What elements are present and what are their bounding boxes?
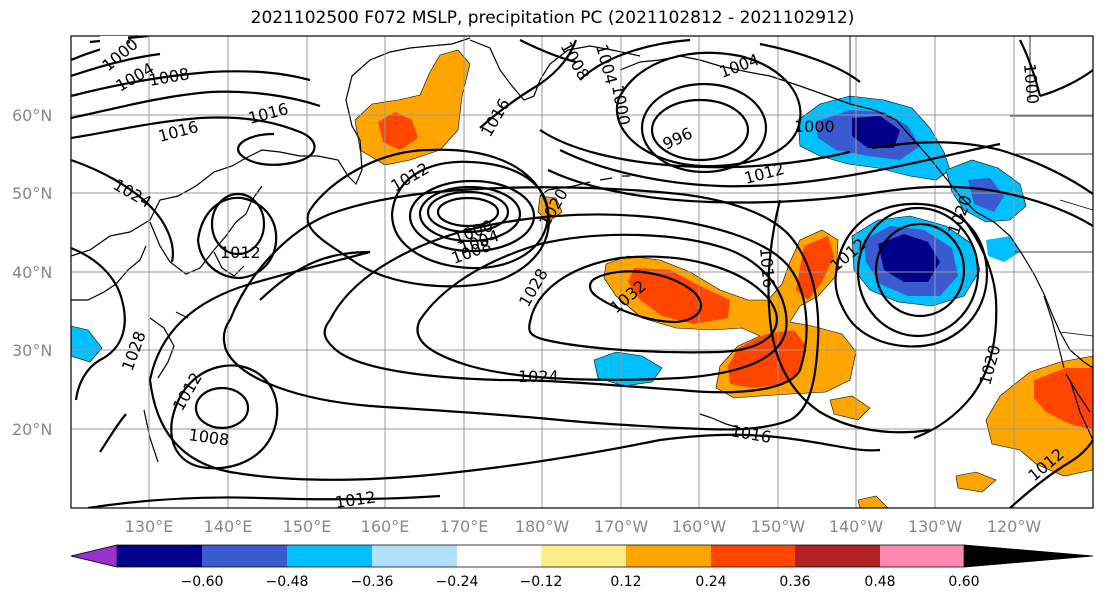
isobar-label: 1000 (1020, 63, 1042, 105)
colorbar-segment (541, 545, 626, 567)
colorbar-segment (880, 545, 964, 567)
colorbar-segment (287, 545, 372, 567)
isobar-low-996 (650, 98, 750, 162)
lon-label: 140°E (204, 517, 253, 536)
isobar-1016-north (547, 169, 1093, 227)
isobar-label: 1012 (220, 243, 261, 262)
lon-label: 170°E (440, 517, 489, 536)
isobar-1020 (222, 186, 820, 431)
colorbar-tick: −0.36 (351, 574, 394, 590)
colorbar-segment (711, 545, 795, 567)
isobar-low-1008-ne (874, 222, 966, 318)
coast-alaska (619, 55, 1093, 369)
isobar-label: 1024 (518, 367, 559, 386)
isobar-1012-north (559, 142, 1001, 188)
lon-label: 160°W (672, 517, 727, 536)
isobar-low-1008-west (194, 386, 250, 430)
colorbar-segment (626, 545, 711, 567)
isobar-1016-ne (767, 199, 931, 434)
colorbar-ticks: −0.60 −0.48 −0.36 −0.24 −0.12 0.12 0.24 … (181, 574, 980, 590)
lat-label: 30°N (12, 341, 52, 360)
coastlines (71, 37, 1093, 463)
coast-kamchatka (469, 39, 641, 101)
coast-mexico (1069, 379, 1093, 441)
colorbar-tick: −0.60 (181, 574, 224, 590)
colorbar-tick: 0.60 (948, 574, 979, 590)
lon-label: 120°W (987, 517, 1042, 536)
colorbar-tick: −0.12 (520, 574, 563, 590)
colorbar-segment (372, 545, 457, 567)
colorbar-segment (795, 545, 880, 567)
isobar-low-1000 (436, 196, 500, 228)
lon-label: 160°E (361, 517, 410, 536)
lat-label: 20°N (12, 420, 52, 439)
colorbar (70, 544, 1094, 568)
isobar-1016-south (148, 250, 881, 481)
isobar-low-1012-japan (210, 192, 266, 256)
lon-label: 150°E (283, 517, 332, 536)
lat-label: 50°N (12, 184, 52, 203)
isobar-label: 1016 (756, 247, 778, 289)
longitude-labels: 130°E 140°E 150°E 160°E 170°E 180°W 170°… (125, 517, 1042, 536)
colorbar-tick: −0.48 (266, 574, 309, 590)
lon-label: 170°W (594, 517, 649, 536)
colorbar-tick: 0.12 (610, 574, 641, 590)
colorbar-segment-extend-min (70, 544, 118, 568)
map-title: 2021102500 F072 MSLP, precipitation PC (… (250, 8, 855, 28)
isobar-1012-se (1009, 439, 1093, 508)
latitude-labels: 60°N 50°N 40°N 30°N 20°N (12, 106, 52, 439)
isobar-label: 1000 (794, 117, 835, 136)
colorbar-segment (457, 545, 541, 567)
colorbar-tick: 0.48 (864, 574, 895, 590)
lon-label: 180°W (515, 517, 570, 536)
graticule (71, 36, 1093, 508)
lon-label: 130°E (125, 517, 174, 536)
borders (849, 36, 1093, 337)
colorbar-tick: 0.36 (779, 574, 810, 590)
lon-label: 150°W (751, 517, 806, 536)
isobar-1024-west (71, 158, 174, 263)
isobar-1024 (323, 213, 808, 394)
lat-label: 60°N (12, 106, 52, 125)
isobar-1020-west (71, 246, 126, 401)
lon-label: 130°W (908, 517, 963, 536)
colorbar-segment (117, 545, 202, 567)
colorbar-segment-extend-max (963, 544, 1094, 568)
coast-hawaii (699, 413, 741, 429)
isobar-1012-south (87, 413, 441, 508)
colorbar-tick: −0.24 (436, 574, 479, 590)
map-frame (70, 35, 1094, 509)
isobar-high-1032 (588, 270, 702, 324)
colorbar-segment (202, 545, 287, 567)
coast-asia (71, 37, 471, 257)
isobar-1020-ne (913, 213, 998, 440)
lon-label: 140°W (829, 517, 884, 536)
colorbar-tick: 0.24 (695, 574, 726, 590)
lat-label: 40°N (12, 263, 52, 282)
precipitation-shading (71, 49, 1093, 508)
